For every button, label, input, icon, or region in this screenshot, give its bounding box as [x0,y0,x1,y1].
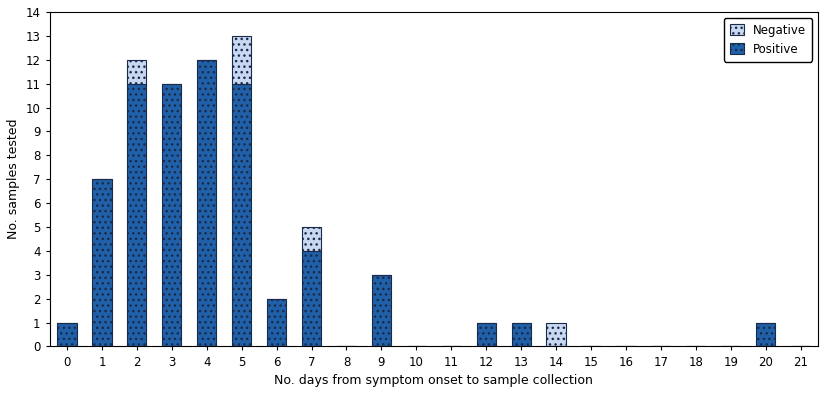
Bar [477,323,496,346]
Bar [232,36,252,84]
Bar [197,60,216,346]
Bar [756,323,776,346]
Bar [267,299,286,346]
Bar [92,179,111,346]
Bar [232,84,252,346]
Bar [302,251,321,346]
Legend: Negative, Positive: Negative, Positive [724,18,812,61]
Bar [372,275,391,346]
Bar [58,323,77,346]
Bar [127,60,147,84]
X-axis label: No. days from symptom onset to sample collection: No. days from symptom onset to sample co… [275,374,593,387]
Bar [127,84,147,346]
Bar [302,227,321,251]
Bar [512,323,530,346]
Bar [163,84,182,346]
Bar [546,323,566,346]
Y-axis label: No. samples tested: No. samples tested [7,119,20,240]
